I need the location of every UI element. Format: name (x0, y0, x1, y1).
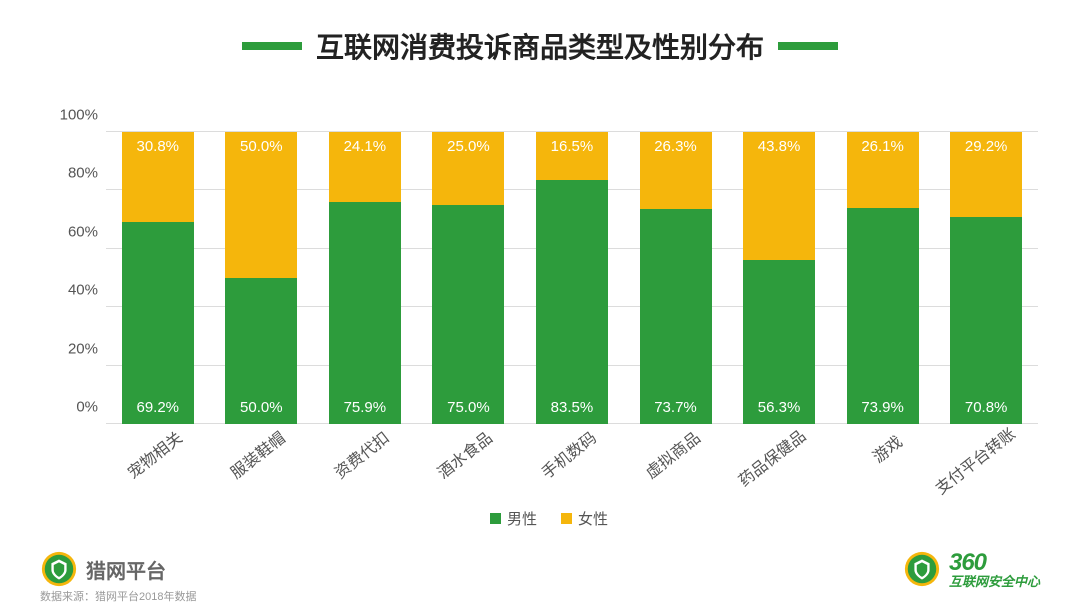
stacked-bar: 25.0%75.0% (432, 132, 504, 424)
stacked-bar: 16.5%83.5% (536, 132, 608, 424)
bar-segment-female: 50.0% (225, 132, 297, 278)
x-axis-label: 资费代扣 (328, 425, 393, 483)
bar-segment-male: 69.2% (122, 222, 194, 424)
footer-right: 360 互联网安全中心 (903, 550, 1040, 588)
bar-column: 43.8%56.3%药品保健品 (732, 132, 825, 424)
chart-container: 0%20%40%60%80%100% 30.8%69.2%宠物相关50.0%50… (48, 100, 1050, 500)
bar-segment-male: 56.3% (743, 260, 815, 424)
x-axis-label: 支付平台转账 (929, 421, 1019, 499)
stacked-bar: 50.0%50.0% (225, 132, 297, 424)
shield-icon (903, 550, 941, 588)
bar-segment-female: 26.1% (847, 132, 919, 208)
legend-item-male: 男性 (490, 508, 537, 529)
bar-segment-female: 25.0% (432, 132, 504, 205)
x-axis-label: 服装鞋帽 (225, 425, 290, 483)
plot-area: 0%20%40%60%80%100% 30.8%69.2%宠物相关50.0%50… (106, 132, 1038, 424)
legend-item-female: 女性 (561, 508, 608, 529)
bar-segment-female: 43.8% (743, 132, 815, 260)
bar-segment-male: 70.8% (950, 217, 1022, 424)
y-tick-label: 40% (48, 282, 98, 299)
stacked-bar: 43.8%56.3% (743, 132, 815, 424)
bar-segment-female: 16.5% (536, 132, 608, 180)
bar-segment-male: 75.9% (329, 202, 401, 424)
bar-column: 26.1%73.9%游戏 (836, 132, 929, 424)
stacked-bar: 26.1%73.9% (847, 132, 919, 424)
bar-segment-male: 73.7% (640, 209, 712, 424)
bar-segment-male: 83.5% (536, 180, 608, 424)
bar-segment-male: 75.0% (432, 205, 504, 424)
y-tick-label: 20% (48, 340, 98, 357)
title-bar: 互联网消费投诉商品类型及性别分布 (0, 26, 1080, 66)
swatch-male (490, 513, 501, 524)
stacked-bar: 26.3%73.7% (640, 132, 712, 424)
bar-segment-female: 30.8% (122, 132, 194, 222)
bar-segment-female: 26.3% (640, 132, 712, 209)
data-source: 数据来源：猎网平台2018年数据 (40, 588, 196, 604)
bar-segment-female: 24.1% (329, 132, 401, 202)
bar-column: 16.5%83.5%手机数码 (525, 132, 618, 424)
x-axis-label: 酒水食品 (432, 425, 497, 483)
y-tick-label: 0% (48, 399, 98, 416)
x-axis-label: 手机数码 (535, 425, 600, 483)
y-tick-label: 80% (48, 165, 98, 182)
bar-column: 50.0%50.0%服装鞋帽 (215, 132, 308, 424)
y-tick-label: 100% (48, 107, 98, 124)
x-axis-label: 虚拟商品 (639, 425, 704, 483)
bar-segment-female: 29.2% (950, 132, 1022, 217)
footer-left-brand: 猎网平台 (86, 555, 166, 584)
x-axis-label: 游戏 (866, 429, 906, 468)
page-root: 互联网消费投诉商品类型及性别分布 0% 20% 40% 60% 80% 100% 30.8… (0, 0, 1080, 608)
stacked-bar: 30.8%69.2% (122, 132, 194, 424)
bar-segment-male: 73.9% (847, 208, 919, 424)
y-tick-label: 60% (48, 223, 98, 240)
title-accent-right (778, 42, 838, 50)
brand-sub-text: 互联网安全中心 (949, 575, 1040, 588)
legend-label-male: 男性 (507, 508, 537, 529)
bar-column: 30.8%69.2%宠物相关 (111, 132, 204, 424)
swatch-female (561, 513, 572, 524)
bar-column: 24.1%75.9%资费代扣 (318, 132, 411, 424)
brand-360-text: 360 (949, 551, 1040, 575)
legend: 男性 女性 (48, 508, 1050, 529)
x-axis-label: 宠物相关 (121, 425, 186, 483)
x-axis-label: 药品保健品 (732, 423, 810, 491)
title-accent-left (242, 42, 302, 50)
bar-segment-male: 50.0% (225, 278, 297, 424)
page-title: 互联网消费投诉商品类型及性别分布 (316, 26, 764, 66)
footer-left: 猎网平台 (40, 550, 166, 588)
bar-column: 25.0%75.0%酒水食品 (422, 132, 515, 424)
shield-icon (40, 550, 78, 588)
bar-column: 29.2%70.8%支付平台转账 (940, 132, 1033, 424)
footer-right-brand: 360 互联网安全中心 (949, 551, 1040, 588)
stacked-bar: 24.1%75.9% (329, 132, 401, 424)
legend-label-female: 女性 (578, 508, 608, 529)
stacked-bar: 29.2%70.8% (950, 132, 1022, 424)
bar-column: 26.3%73.7%虚拟商品 (629, 132, 722, 424)
